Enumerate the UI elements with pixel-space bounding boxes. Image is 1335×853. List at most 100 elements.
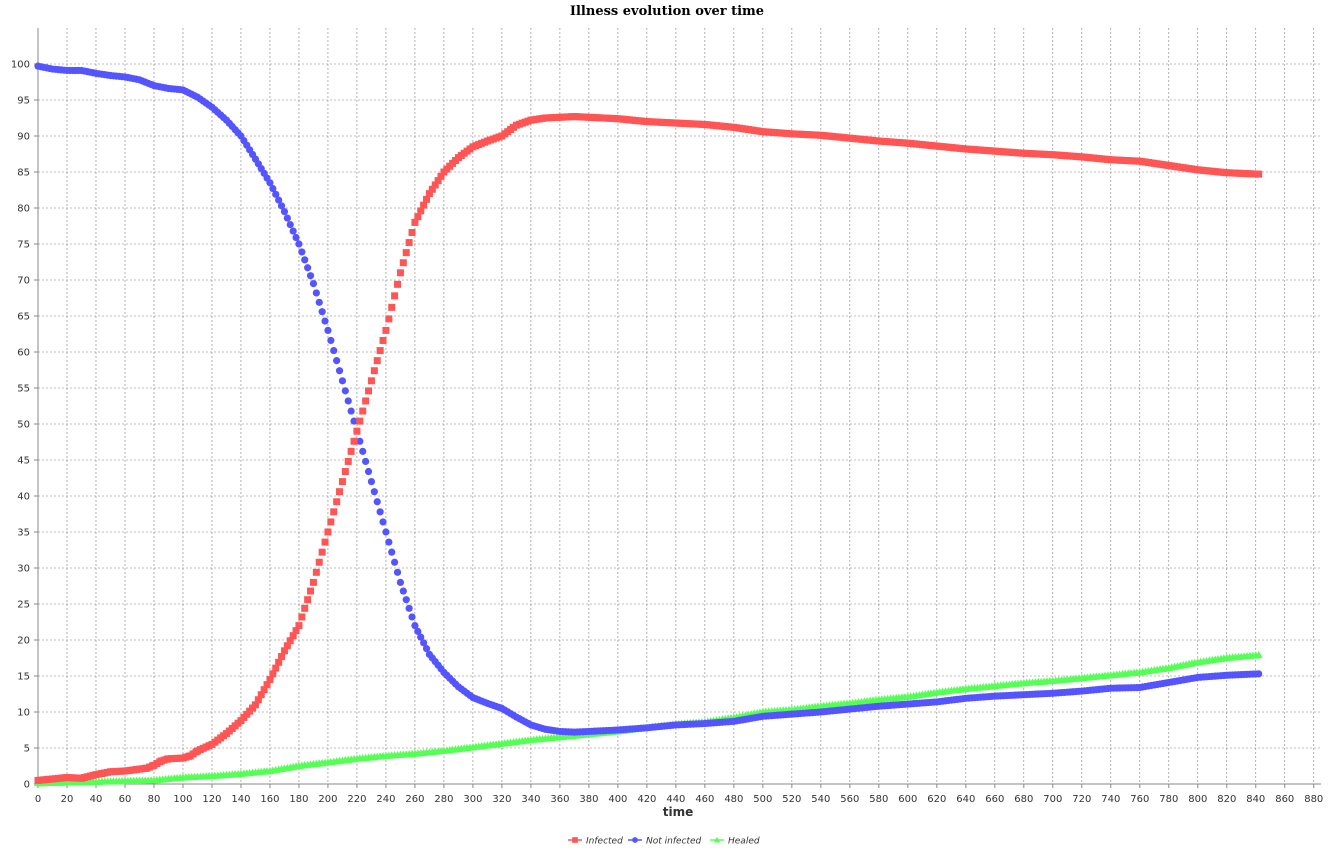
infected-point: [385, 315, 393, 323]
legend-infected-marker: [572, 837, 578, 843]
not-infected-point: [350, 417, 358, 425]
infected-point: [431, 181, 439, 189]
infected-point: [286, 637, 294, 645]
not-infected-point: [370, 488, 378, 496]
not-infected-point: [292, 233, 300, 242]
y-tick-label: 95: [17, 96, 30, 107]
infected-point: [370, 367, 378, 375]
x-tick-label: 420: [637, 794, 656, 805]
y-tick-label: 50: [17, 420, 30, 431]
not-infected-point: [405, 604, 413, 612]
x-tick-label: 760: [1130, 794, 1149, 805]
infected-point: [315, 558, 323, 566]
not-infected-point: [309, 280, 318, 288]
x-tick-label: 80: [148, 794, 161, 805]
not-infected-point: [280, 208, 289, 216]
not-infected-point: [379, 518, 387, 526]
not-infected-point: [364, 467, 373, 476]
infected-point: [420, 201, 428, 209]
not-infected-point: [420, 639, 428, 647]
infected-point: [1255, 170, 1263, 178]
legend-item-healed: Healed: [710, 837, 760, 847]
infected-point: [414, 213, 422, 221]
y-tick-label: 75: [17, 240, 30, 251]
infected-point: [376, 347, 384, 355]
y-tick-label: 20: [17, 636, 30, 647]
not-infected-point: [327, 336, 335, 345]
infected-point: [423, 195, 431, 203]
not-infected-point: [304, 264, 312, 272]
x-tick-label: 60: [119, 794, 132, 805]
not-infected-point: [295, 240, 303, 248]
y-tick-label: 100: [11, 60, 30, 71]
legend: Infected Not infected Healed: [568, 837, 760, 847]
series-not-infected: [34, 62, 1263, 736]
infected-point: [318, 548, 326, 556]
infected-point: [434, 177, 442, 185]
not-infected-point: [376, 508, 384, 516]
not-infected-point: [321, 317, 329, 325]
not-infected-point: [344, 397, 352, 405]
infected-point: [338, 478, 346, 486]
infected-point: [269, 670, 277, 678]
x-tick-label: 500: [753, 794, 772, 805]
infected-point: [266, 676, 274, 684]
infected-point: [359, 407, 367, 415]
not-infected-point: [298, 248, 306, 256]
x-tick-label: 540: [811, 794, 830, 805]
not-infected-point: [385, 538, 393, 546]
not-infected-point: [306, 272, 315, 280]
infected-point: [373, 357, 381, 365]
series-healed: [34, 650, 1263, 787]
infected-point: [292, 627, 300, 635]
y-tick-label: 70: [17, 276, 30, 287]
infected-point: [327, 518, 335, 526]
infected-point: [283, 642, 291, 650]
infected-point: [344, 457, 352, 465]
series-infected: [34, 113, 1263, 784]
healed-point: [1254, 650, 1263, 659]
infected-point: [425, 190, 433, 198]
x-tick-label: 800: [1188, 794, 1207, 805]
not-infected-point: [399, 587, 407, 595]
infected-point: [321, 538, 329, 546]
x-axis-label: time: [663, 805, 694, 819]
not-infected-point: [347, 407, 355, 415]
legend-label: Healed: [728, 837, 760, 847]
not-infected-point: [391, 558, 399, 566]
infected-point: [367, 377, 375, 385]
x-tick-label: 160: [260, 794, 279, 805]
x-tick-label: 820: [1217, 794, 1236, 805]
x-tick-label: 180: [289, 794, 308, 805]
y-tick-label: 80: [17, 204, 30, 215]
infected-point: [356, 417, 364, 425]
x-tick-label: 740: [1101, 794, 1120, 805]
x-tick-label: 840: [1246, 794, 1265, 805]
infected-point: [347, 447, 355, 455]
y-tick-label: 65: [17, 312, 30, 323]
x-tick-label: 100: [173, 794, 192, 805]
not-infected-point: [393, 568, 402, 576]
x-tick-label: 780: [1159, 794, 1178, 805]
not-infected-point: [382, 528, 390, 536]
x-tick-label: 700: [1043, 794, 1062, 805]
infected-point: [289, 632, 297, 640]
x-tick-label: 880: [1304, 794, 1323, 805]
not-infected-point: [266, 179, 274, 187]
infected-point: [402, 249, 410, 257]
chart-title: Illness evolution over time: [570, 4, 764, 19]
not-infected-point: [356, 437, 364, 445]
not-infected-point: [422, 645, 431, 653]
not-infected-point: [275, 196, 283, 204]
x-tick-label: 40: [90, 794, 103, 805]
x-tick-label: 380: [579, 794, 598, 805]
not-infected-point: [324, 326, 332, 334]
not-infected-point: [414, 627, 422, 635]
x-tick-label: 680: [1014, 794, 1033, 805]
not-infected-point: [402, 596, 410, 604]
infected-point: [278, 653, 286, 661]
infected-point: [382, 326, 390, 334]
infected-point: [304, 596, 312, 604]
x-tick-label: 260: [405, 794, 424, 805]
